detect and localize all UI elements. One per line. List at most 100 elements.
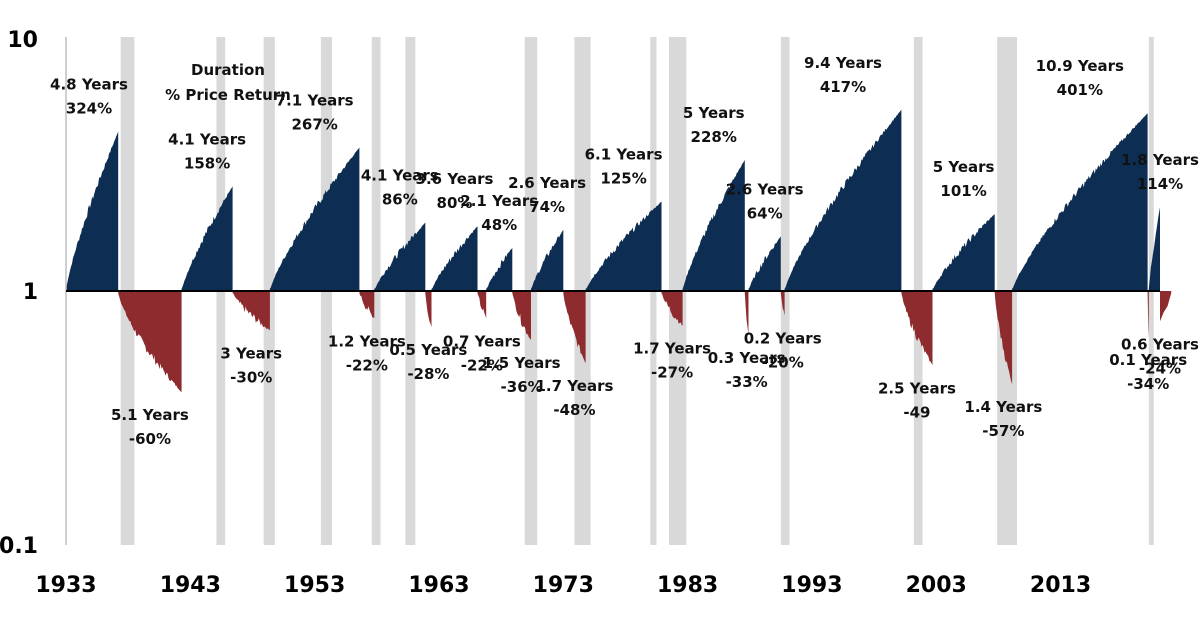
cycle-label-15: 1.7 Years -27%	[633, 340, 711, 382]
bear-market-area-11	[512, 291, 531, 341]
cycle-duration: 0.6 Years	[1121, 335, 1199, 353]
cycle-label-9: 0.7 Years -22%	[443, 332, 521, 374]
cycle-duration: 0.5 Years	[389, 341, 467, 359]
cycle-label-23: 1.4 Years -57%	[964, 398, 1042, 440]
bull-market-area-0	[66, 131, 119, 291]
cycle-label-24: 10.9 Years 401%	[1036, 57, 1124, 99]
cycle-label-3: 3 Years -30%	[220, 344, 282, 386]
y-tick-label: 1	[23, 280, 38, 305]
cycle-duration: 9.4 Years	[804, 54, 882, 72]
cycle-return: -36%	[501, 378, 543, 396]
cycle-label-10: 2.1 Years 48%	[460, 192, 538, 234]
cycle-duration: 6.1 Years	[585, 146, 663, 164]
cycle-return: 80%	[437, 194, 473, 212]
bull-market-area-2	[181, 186, 233, 291]
cycle-return: 114%	[1137, 175, 1183, 193]
cycle-duration: 5 Years	[683, 104, 745, 122]
bear-market-area-23	[994, 291, 1013, 385]
cycle-label-19: 0.2 Years -20%	[744, 330, 822, 372]
bear-market-area-13	[563, 291, 586, 364]
bull-market-area-12	[531, 229, 564, 291]
cycle-return: -27%	[651, 364, 693, 382]
cycle-duration: 1.5 Years	[483, 354, 561, 372]
cycle-duration: 2.6 Years	[508, 174, 586, 192]
cycle-label-12: 2.6 Years 74%	[508, 174, 586, 216]
x-tick-label: 1943	[160, 573, 221, 598]
cycle-duration: 10.9 Years	[1036, 57, 1124, 75]
cycle-return: 401%	[1057, 81, 1103, 99]
cycle-label-21: 2.5 Years -49	[878, 379, 956, 421]
cycle-duration: 0.1 Years	[1109, 351, 1187, 369]
cycle-label-13: 1.7 Years -48%	[536, 377, 614, 419]
cycle-return: 101%	[940, 182, 986, 200]
cycle-duration: 1.4 Years	[964, 398, 1042, 416]
cycle-return: 417%	[820, 78, 866, 96]
cycle-duration: 2.1 Years	[460, 192, 538, 210]
cycle-label-25: 0.1 Years -34%	[1109, 351, 1187, 393]
cycle-duration: 4.1 Years	[361, 167, 439, 185]
bear-market-area-21	[901, 291, 933, 366]
cycle-duration: 3 Years	[220, 344, 282, 362]
cycle-return: -30%	[230, 368, 272, 386]
cycle-duration: 5.1 Years	[111, 406, 189, 424]
axes	[65, 37, 1160, 545]
cycle-duration: 0.7 Years	[443, 332, 521, 350]
bull-market-area-6	[374, 222, 426, 291]
cycle-duration: 3.6 Years	[416, 170, 494, 188]
cycle-label-4: 7.1 Years 267%	[276, 92, 354, 134]
cycle-label-16: 5 Years 228%	[683, 104, 745, 146]
cycle-label-1: 5.1 Years -60%	[111, 406, 189, 448]
cycle-return: 74%	[529, 198, 565, 216]
cycle-return: -22%	[461, 356, 503, 374]
x-tick-label: 1963	[408, 573, 469, 598]
cycle-label-18: 2.6 Years 64%	[726, 180, 804, 222]
cycle-duration: 1.8 Years	[1121, 151, 1199, 169]
cycle-duration: 1.2 Years	[328, 332, 406, 350]
y-tick-label: 10	[7, 28, 38, 53]
cycle-duration: 0.3 Years	[708, 349, 786, 367]
cycle-return: 64%	[747, 204, 783, 222]
bull-market-area-18	[748, 236, 781, 291]
cycle-label-26: 1.8 Years 114%	[1121, 151, 1199, 193]
cycle-return: 324%	[66, 100, 112, 118]
x-tick-label: 2013	[1030, 573, 1091, 598]
cycle-return: -57%	[982, 422, 1024, 440]
x-tick-label: 1993	[781, 573, 842, 598]
cycle-duration: 4.8 Years	[50, 76, 128, 94]
cycle-label-17: 0.3 Years -33%	[708, 349, 786, 391]
cycle-return: -24%	[1139, 359, 1181, 377]
legend-title-line1: Duration	[191, 61, 265, 79]
legend-title-line2: % Price Return	[165, 86, 291, 104]
bear-market-area-27	[1160, 291, 1172, 322]
bull-market-area-22	[932, 214, 995, 291]
cycle-duration: 2.5 Years	[878, 379, 956, 397]
bear-market-area-19	[780, 291, 785, 316]
cycle-duration: 2.6 Years	[726, 180, 804, 198]
cycle-return: -49	[903, 403, 930, 421]
cycle-label-6: 4.1 Years 86%	[361, 167, 439, 209]
cycle-return: 48%	[481, 216, 517, 234]
cycle-duration: 0.2 Years	[744, 330, 822, 348]
cycle-annotations: Duration % Price Return 4.8 Years 324% 5.1…	[50, 54, 1199, 448]
x-tick-label: 1933	[35, 573, 96, 598]
y-tick-label: 0.1	[0, 534, 38, 559]
cycle-duration: 1.7 Years	[633, 340, 711, 358]
cycle-return: -33%	[726, 373, 768, 391]
bear-market-area-3	[232, 291, 270, 331]
cycle-label-27: 0.6 Years -24%	[1121, 335, 1199, 377]
bull-market-area-26	[1148, 207, 1160, 291]
bear-market-area-7	[425, 291, 432, 328]
cycle-label-7: 0.5 Years -28%	[389, 341, 467, 383]
cycle-return: -20%	[762, 354, 804, 372]
cycle-return: -60%	[129, 430, 171, 448]
x-tick-label: 1983	[657, 573, 718, 598]
bull-market-area-16	[682, 160, 745, 291]
x-tick-label: 2003	[906, 573, 967, 598]
bear-market-area-1	[118, 291, 182, 393]
cycle-label-14: 6.1 Years 125%	[585, 146, 663, 188]
cycle-label-0: 4.8 Years 324%	[50, 76, 128, 118]
cycle-return: 158%	[184, 154, 230, 172]
cycle-label-5: 1.2 Years -22%	[328, 332, 406, 374]
bear-market-area-9	[477, 291, 487, 319]
x-tick-label: 1953	[284, 573, 345, 598]
